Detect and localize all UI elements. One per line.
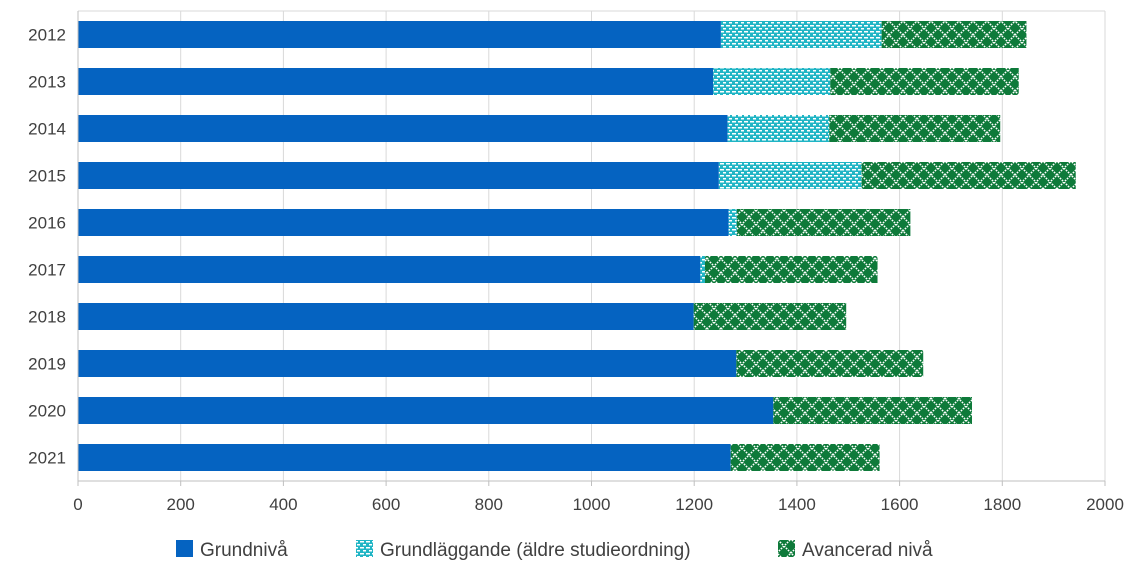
bar-2013-series-2 (713, 68, 831, 95)
legend-label-1: Grundnivå (200, 540, 288, 561)
y-tick-label: 2013 (28, 73, 66, 92)
bar-2020-series-3 (773, 397, 973, 424)
y-tick-label: 2014 (28, 120, 66, 139)
bar-2013-series-3 (830, 68, 1019, 95)
x-tick-label: 0 (73, 495, 82, 514)
x-tick-label: 1200 (675, 495, 713, 514)
x-tick-label: 600 (372, 495, 400, 514)
bar-2017-series-2 (700, 256, 705, 283)
x-tick-label: 1000 (573, 495, 611, 514)
bar-2012-series-3 (881, 21, 1027, 48)
x-tick-label: 1600 (881, 495, 919, 514)
x-tick-label: 800 (475, 495, 503, 514)
bar-2014-series-2 (727, 115, 830, 142)
y-tick-label: 2017 (28, 261, 66, 280)
y-tick-label: 2019 (28, 355, 66, 374)
legend-swatch-3 (778, 540, 795, 557)
y-tick-label: 2018 (28, 308, 66, 327)
bar-2017-series-3 (704, 256, 878, 283)
bar-2021-series-1 (78, 444, 731, 471)
legend-swatch-2 (356, 540, 373, 557)
bar-2018-series-1 (78, 303, 694, 330)
bar-2015-series-1 (78, 162, 719, 189)
y-tick-label: 2012 (28, 26, 66, 45)
legend: Grundnivå Grundläggande (äldre studieordn… (176, 540, 933, 561)
legend-label-2: Grundläggande (äldre studieordning) (380, 540, 691, 561)
x-tick-label: 1800 (983, 495, 1021, 514)
bar-2012-series-2 (720, 21, 882, 48)
bar-2015-series-2 (718, 162, 862, 189)
bar-2015-series-3 (861, 162, 1076, 189)
y-tick-label: 2020 (28, 402, 66, 421)
bar-2014-series-3 (829, 115, 1001, 142)
x-tick-label: 200 (167, 495, 195, 514)
bar-2016-series-1 (78, 209, 729, 236)
legend-swatch-1 (176, 540, 193, 557)
x-tick-label: 2000 (1086, 495, 1124, 514)
y-axis: 2012 2013 2014 2015 2016 2017 2018 2019 2020 2021 (28, 11, 79, 481)
bar-2017-series-1 (78, 256, 701, 283)
bar-2019-series-3 (736, 350, 924, 377)
legend-label-3: Avancerad nivå (802, 540, 933, 561)
bar-2019-series-1 (78, 350, 737, 377)
bar-2012-series-1 (78, 21, 721, 48)
bar-2013-series-1 (78, 68, 714, 95)
bar-2016-series-3 (736, 209, 911, 236)
bar-2018-series-3 (693, 303, 847, 330)
x-tick-label: 400 (269, 495, 297, 514)
bar-2020-series-1 (78, 397, 774, 424)
y-tick-label: 2015 (28, 167, 66, 186)
y-tick-label: 2021 (28, 449, 66, 468)
y-tick-label: 2016 (28, 214, 66, 233)
x-axis: 0 200 400 600 800 1000 1200 1400 1600 1800 2000 (73, 480, 1124, 514)
bars-layer (78, 21, 1076, 471)
bar-2021-series-3 (730, 444, 880, 471)
x-tick-label: 1400 (778, 495, 816, 514)
bar-2016-series-2 (728, 209, 737, 236)
bar-2014-series-1 (78, 115, 728, 142)
